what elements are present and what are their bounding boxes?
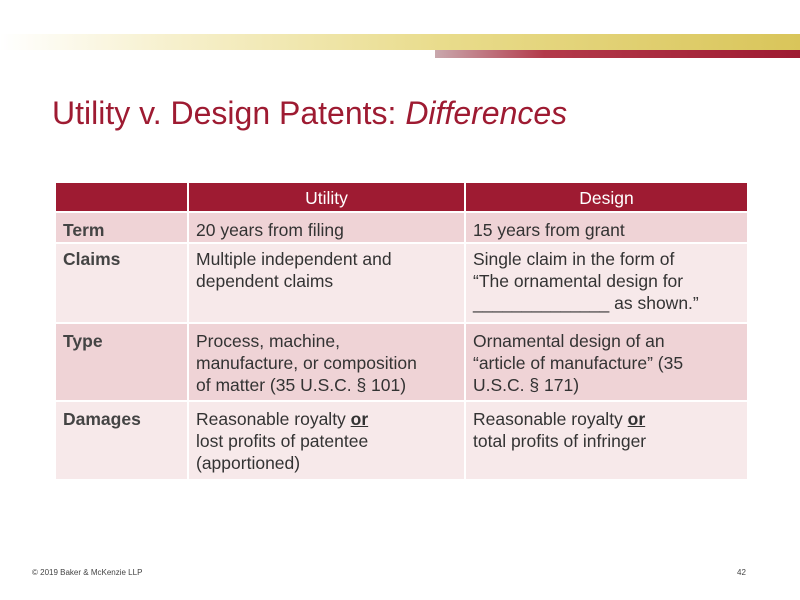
footer-page-number: 42 xyxy=(737,568,746,577)
footer-copyright: © 2019 Baker & McKenzie LLP xyxy=(32,568,143,577)
cell-line: total profits of infringer xyxy=(473,431,647,451)
table-row-damages: Damages Reasonable royalty or lost profi… xyxy=(54,400,749,481)
header-cell-empty xyxy=(54,181,189,213)
table-row-claims: Claims Multiple independent and dependen… xyxy=(54,242,749,324)
header-cell-utility: Utility xyxy=(187,181,466,213)
comparison-table: Utility Design Term 20 years from filing… xyxy=(54,181,749,481)
cell-line: of matter (35 U.S.C. § 101) xyxy=(196,375,407,395)
cell-line: U.S.C. § 171) xyxy=(473,375,580,395)
cell-claims-design: Single claim in the form of “The ornamen… xyxy=(464,242,749,324)
slide-title-main: Utility v. Design Patents: xyxy=(52,95,406,131)
cell-line: Reasonable royalty or xyxy=(473,408,740,430)
cell-line: “article of manufacture” (35 xyxy=(473,353,684,373)
cell-term-utility: 20 years from filing xyxy=(187,211,466,244)
cell-line: ______________ as shown.” xyxy=(473,293,699,313)
cell-line: Single claim in the form of xyxy=(473,249,675,269)
row-label-type: Type xyxy=(54,322,189,402)
cell-type-design: Ornamental design of an “article of manu… xyxy=(464,322,749,402)
cell-line: (apportioned) xyxy=(196,453,301,473)
cell-line: Process, machine, xyxy=(196,331,340,351)
slide-title: Utility v. Design Patents: Differences xyxy=(52,95,567,132)
table-row-type: Type Process, machine, manufacture, or c… xyxy=(54,322,749,402)
cell-line: “The ornamental design for xyxy=(473,271,684,291)
slide-title-emphasis: Differences xyxy=(405,95,568,131)
cell-claims-utility: Multiple independent and dependent claim… xyxy=(187,242,466,324)
cell-line: dependent claims xyxy=(196,271,334,291)
header-cell-design: Design xyxy=(464,181,749,213)
cell-text: Reasonable royalty xyxy=(473,409,628,429)
cell-line: Ornamental design of an xyxy=(473,331,665,351)
table-header-row: Utility Design xyxy=(54,181,749,213)
row-label-term: Term xyxy=(54,211,189,244)
cell-line: Reasonable royalty or xyxy=(196,408,457,430)
decorative-gold-bar xyxy=(0,34,800,50)
cell-type-utility: Process, machine, manufacture, or compos… xyxy=(187,322,466,402)
row-label-claims: Claims xyxy=(54,242,189,324)
emphasis-or: or xyxy=(627,409,646,429)
cell-term-design: 15 years from grant xyxy=(464,211,749,244)
emphasis-or: or xyxy=(350,409,369,429)
decorative-red-bar xyxy=(435,50,800,58)
cell-text: Reasonable royalty xyxy=(196,409,351,429)
cell-line: lost profits of patentee xyxy=(196,431,369,451)
cell-line: 20 years from filing xyxy=(196,220,344,240)
table-row-term: Term 20 years from filing 15 years from … xyxy=(54,211,749,244)
cell-line: Multiple independent and xyxy=(196,249,392,269)
row-label-damages: Damages xyxy=(54,400,189,481)
cell-line: 15 years from grant xyxy=(473,220,625,240)
cell-line: manufacture, or composition xyxy=(196,353,417,373)
cell-damages-design: Reasonable royalty or total profits of i… xyxy=(464,400,749,481)
cell-damages-utility: Reasonable royalty or lost profits of pa… xyxy=(187,400,466,481)
